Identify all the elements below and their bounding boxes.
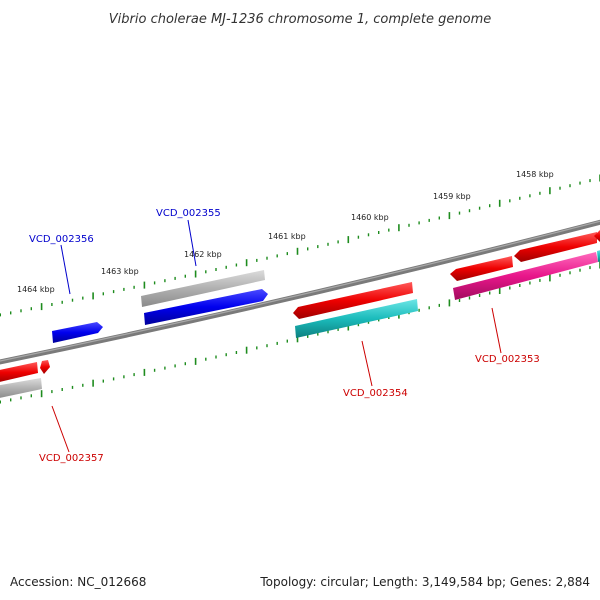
kbp-label-1458: 1458 kbp bbox=[516, 170, 554, 179]
accession-text: Accession: NC_012668 bbox=[10, 575, 146, 589]
feature-red-cds-upper[interactable] bbox=[293, 282, 413, 319]
feature-blue-cds-002356[interactable] bbox=[52, 322, 103, 343]
feature-red-cds-right-a[interactable] bbox=[450, 256, 513, 281]
gene-label-vcd-002353[interactable]: VCD_002353 bbox=[475, 354, 540, 365]
kbp-label-1463: 1463 kbp bbox=[101, 267, 139, 276]
leader-line-002357 bbox=[51, 405, 70, 453]
feature-magenta-002353[interactable] bbox=[453, 252, 598, 300]
gene-label-vcd-002356[interactable]: VCD_002356 bbox=[29, 234, 94, 245]
genome-summary-text: Topology: circular; Length: 3,149,584 bp… bbox=[259, 575, 590, 589]
leader-line-002354 bbox=[361, 340, 373, 387]
feature-blue-cds-002355[interactable] bbox=[144, 289, 268, 325]
feature-red-cds-left[interactable] bbox=[0, 362, 38, 383]
feature-grey-upper[interactable] bbox=[141, 270, 265, 307]
genome-backbone-highlight bbox=[0, 220, 600, 362]
feature-red-cds-right-edge[interactable] bbox=[594, 229, 600, 242]
feature-teal-right-edge[interactable] bbox=[597, 249, 600, 262]
map-title: Vibrio cholerae MJ-1236 chromosome 1, co… bbox=[109, 12, 491, 27]
gene-label-vcd-002355[interactable]: VCD_002355 bbox=[156, 208, 221, 219]
kbp-label-1460: 1460 kbp bbox=[351, 213, 389, 222]
gene-label-vcd-002357[interactable]: VCD_002357 bbox=[39, 453, 104, 464]
kbp-label-1459: 1459 kbp bbox=[433, 192, 471, 201]
leader-line-002356 bbox=[60, 244, 71, 295]
inner-ticks bbox=[0, 261, 600, 404]
gene-label-vcd-002354[interactable]: VCD_002354 bbox=[343, 388, 408, 399]
leader-line-002355 bbox=[187, 219, 197, 267]
outer-ticks bbox=[0, 174, 600, 317]
genome-backbone bbox=[0, 219, 600, 365]
leader-line-002353 bbox=[491, 307, 502, 354]
feature-red-cds-left-small[interactable] bbox=[40, 360, 50, 374]
feature-grey-left[interactable] bbox=[0, 378, 42, 399]
kbp-label-1462: 1462 kbp bbox=[184, 250, 222, 259]
feature-red-cds-right-b[interactable] bbox=[514, 232, 597, 262]
kbp-label-1461: 1461 kbp bbox=[268, 232, 306, 241]
kbp-label-1464: 1464 kbp bbox=[17, 285, 55, 294]
feature-teal-002354[interactable] bbox=[295, 299, 418, 338]
